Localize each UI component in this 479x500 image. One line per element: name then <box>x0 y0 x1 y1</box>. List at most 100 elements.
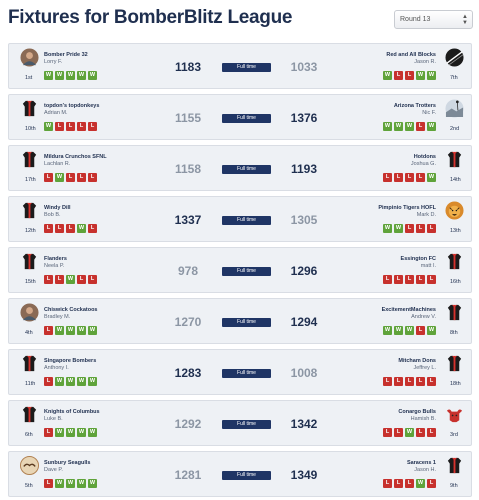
away-team-name[interactable]: Saracens 1 <box>406 460 436 466</box>
jersey-avatar-icon <box>20 354 39 373</box>
fixture-row[interactable]: Bomber Pride 32 Lorry F. 1st W W W W W 1183 Red a… <box>8 43 472 89</box>
fixture-row[interactable]: Singapore Bombers Anthony I. 11th L W W W W 1283… <box>8 349 472 395</box>
home-team-name[interactable]: Singapore Bombers <box>44 358 97 364</box>
home-rank: 1st <box>25 75 33 81</box>
fixture-row[interactable]: Mildura Crunchos SFNL Lachlan R. 17th L W L L L… <box>8 145 472 191</box>
home-team-name[interactable]: topdon's topdonkeys <box>44 103 100 109</box>
form-win-badge: W <box>88 479 97 488</box>
match-status-badge[interactable]: Full time <box>222 318 271 327</box>
form-win-badge: W <box>77 71 86 80</box>
form-win-badge: W <box>44 122 53 131</box>
form-loss-badge: L <box>416 224 425 233</box>
home-team-name[interactable]: Sunbury Seagulls <box>44 460 91 466</box>
away-coach-name: Andrew V. <box>411 314 436 320</box>
match-status-badge[interactable]: Full time <box>222 267 271 276</box>
fixture-row[interactable]: Sunbury Seagulls Dave P. 5th L W W W W 1281 Sarac… <box>8 451 472 497</box>
home-rank: 5th <box>25 483 33 489</box>
away-team-name[interactable]: Red and All Blocks <box>386 52 436 58</box>
landscape-avatar-icon <box>445 99 464 118</box>
form-loss-badge: L <box>427 428 436 437</box>
form-win-badge: W <box>383 122 392 131</box>
form-win-badge: W <box>88 71 97 80</box>
bull-avatar-icon <box>445 405 464 424</box>
away-coach-name: Nic F. <box>422 110 436 116</box>
form-loss-badge: L <box>394 71 403 80</box>
form-loss-badge: L <box>88 122 97 131</box>
away-team-name[interactable]: Pimpinio Tigers HOFL <box>378 205 436 211</box>
home-rank: 6th <box>25 432 33 438</box>
form-win-badge: W <box>55 428 64 437</box>
away-team-name[interactable]: ExcitementMachines <box>381 307 436 313</box>
form-win-badge: W <box>66 479 75 488</box>
home-team-name[interactable]: Chiswick Cockatoos <box>44 307 98 313</box>
match-status-badge[interactable]: Full time <box>222 471 271 480</box>
home-rank: 4th <box>25 330 33 336</box>
form-win-badge: W <box>416 479 425 488</box>
form-win-badge: W <box>427 326 436 335</box>
tiger-avatar-icon <box>445 201 464 220</box>
round-select[interactable]: Round 13 ▲ ▼ <box>394 10 473 29</box>
home-team-name[interactable]: Bomber Pride 32 <box>44 52 88 58</box>
form-win-badge: W <box>77 377 86 386</box>
match-status-badge[interactable]: Full time <box>222 114 271 123</box>
away-team-name[interactable]: Arizona Trotters <box>393 103 436 109</box>
form-win-badge: W <box>77 224 86 233</box>
form-loss-badge: L <box>394 173 403 182</box>
away-team-name[interactable]: Essington FC <box>400 256 436 262</box>
jersey-avatar-icon <box>20 252 39 271</box>
fixture-row[interactable]: Flanders Neela P. 15th L L W L L 978 Essington FC… <box>8 247 472 293</box>
form-loss-badge: L <box>44 326 53 335</box>
away-rank: 14th <box>450 177 461 183</box>
match-status-badge[interactable]: Full time <box>222 420 271 429</box>
jersey-avatar-icon <box>445 303 464 322</box>
home-team-name[interactable]: Windy Dill <box>44 205 71 211</box>
home-rank: 17th <box>25 177 36 183</box>
away-team-name[interactable]: Mitcham Dons <box>398 358 436 364</box>
form-loss-badge: L <box>383 428 392 437</box>
away-rank: 9th <box>450 483 458 489</box>
form-win-badge: W <box>88 428 97 437</box>
home-rank: 15th <box>25 279 36 285</box>
home-score: 1183 <box>174 60 202 74</box>
form-win-badge: W <box>394 224 403 233</box>
match-status-badge[interactable]: Full time <box>222 216 271 225</box>
home-team-name[interactable]: Knights of Columbus <box>44 409 100 415</box>
away-team-name[interactable]: Conargo Bulls <box>398 409 436 415</box>
form-win-badge: W <box>88 326 97 335</box>
form-loss-badge: L <box>88 173 97 182</box>
select-arrows-icon: ▲ ▼ <box>462 14 468 26</box>
away-team-name[interactable]: Hotdons <box>413 154 436 160</box>
away-rank: 8th <box>450 330 458 336</box>
form-loss-badge: L <box>416 377 425 386</box>
page-header: Fixtures for BomberBlitz League Round 13… <box>0 0 479 38</box>
home-coach-name: Lachlan R. <box>44 161 71 167</box>
match-status-badge[interactable]: Full time <box>222 63 271 72</box>
form-win-badge: W <box>55 377 64 386</box>
match-status-badge[interactable]: Full time <box>222 165 271 174</box>
form-loss-badge: L <box>405 173 414 182</box>
home-team-name[interactable]: Mildura Crunchos SFNL <box>44 154 107 160</box>
away-coach-name: Jason H. <box>414 467 436 473</box>
fixture-row[interactable]: Chiswick Cockatoos Bradley M. 4th L W W W W 1270… <box>8 298 472 344</box>
match-status-badge[interactable]: Full time <box>222 369 271 378</box>
home-coach-name: Bradley M. <box>44 314 71 320</box>
form-win-badge: W <box>416 71 425 80</box>
fixture-row[interactable]: topdon's topdonkeys Adrian M. 10th W L L L L 115… <box>8 94 472 140</box>
form-loss-badge: L <box>405 377 414 386</box>
home-score: 1292 <box>174 417 202 431</box>
form-loss-badge: L <box>405 275 414 284</box>
home-team-name[interactable]: Flanders <box>44 256 67 262</box>
away-coach-name: matt I. <box>420 263 436 269</box>
away-coach-name: Mark D. <box>416 212 436 218</box>
form-loss-badge: L <box>427 479 436 488</box>
fixture-row[interactable]: Windy Dill Bob B. 12th L L L W L 1337 Pimpinio Ti… <box>8 196 472 242</box>
fixture-row[interactable]: Knights of Columbus Luke B. 6th L W W W W 1292 Co… <box>8 400 472 446</box>
form-win-badge: W <box>66 428 75 437</box>
form-loss-badge: L <box>405 479 414 488</box>
